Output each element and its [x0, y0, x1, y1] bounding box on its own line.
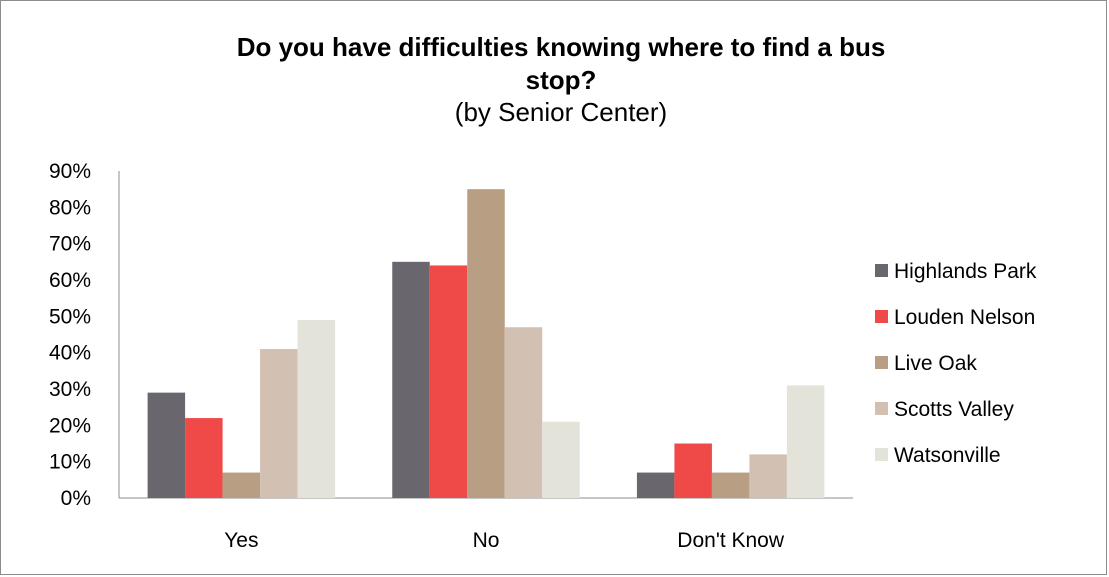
legend-swatch [875, 356, 888, 369]
bar [786, 385, 825, 498]
y-tick-label: 60% [49, 269, 91, 292]
legend-label: Scotts Valley [894, 398, 1014, 421]
bar [297, 319, 336, 498]
x-category-label: Don't Know [677, 529, 785, 552]
chart-title-line2: stop? [526, 65, 597, 95]
chart-subtitle: (by Senior Center) [455, 97, 667, 127]
y-tick-label: 70% [49, 233, 91, 256]
chart-title: Do you have difficulties knowing where t… [237, 32, 886, 62]
bar [222, 472, 261, 498]
bar [260, 349, 298, 498]
y-tick-label: 90% [49, 160, 91, 183]
axes: 0% 10% 20% 30% 40% 50% 60% 70% 80% 90% Yes No Don't … [49, 160, 853, 552]
legend-swatch [875, 448, 888, 461]
bar [711, 472, 750, 498]
bar [147, 392, 186, 498]
bar [749, 454, 787, 498]
legend-label: Watsonville [894, 444, 1001, 467]
legend-label: Live Oak [894, 352, 977, 375]
bar [467, 189, 505, 498]
bar [504, 327, 543, 498]
y-tick-label: 0% [61, 487, 91, 510]
legend: Highlands Park Louden Nelson Live Oak Scott… [875, 260, 1037, 467]
bar [185, 418, 223, 498]
bar [542, 421, 580, 498]
bar [636, 472, 675, 498]
y-tick-label: 30% [49, 378, 91, 401]
bar [392, 261, 430, 498]
legend-swatch [875, 310, 888, 323]
legend-swatch [875, 264, 888, 277]
y-tick-label: 10% [49, 451, 91, 474]
bar [429, 265, 468, 498]
legend-swatch [875, 402, 888, 415]
x-category-label: Yes [224, 529, 258, 552]
legend-label: Highlands Park [894, 260, 1037, 283]
y-tick-label: 50% [49, 305, 91, 328]
legend-label: Louden Nelson [894, 306, 1035, 329]
x-category-label: No [473, 529, 500, 552]
bar [674, 443, 712, 498]
y-tick-label: 40% [49, 342, 91, 365]
bars [147, 189, 825, 498]
y-tick-label: 80% [49, 196, 91, 219]
y-tick-label: 20% [49, 414, 91, 437]
